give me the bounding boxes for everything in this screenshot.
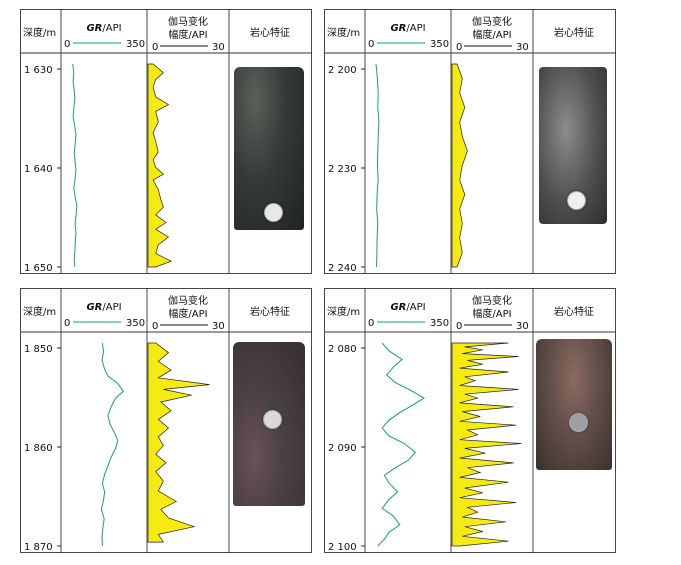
depth-tick-label: 1 860 [24, 443, 53, 454]
gr-header: GR/API [86, 302, 121, 313]
depth-tick-label: 1 850 [24, 344, 53, 355]
gr-scale-min: 0 [64, 39, 70, 50]
gr-header-italic: GR [390, 23, 406, 34]
core-header: 岩心特征 [250, 26, 290, 39]
coin-scale-1 [264, 203, 283, 222]
gamma-scale-max: 30 [212, 321, 225, 332]
gr-scale-max: 350 [126, 39, 145, 50]
gr-scale-max: 350 [430, 318, 449, 329]
log-panel-3: 深度/m GR/API 伽马变化 幅度/API 岩心特征 0 350 0 30 1 850 1 86… [20, 288, 312, 553]
depth-header: 深度/m [23, 26, 56, 39]
table-border [20, 288, 312, 553]
gamma-area [451, 63, 468, 268]
gr-scale-max: 350 [126, 318, 145, 329]
gamma-header-line2: 幅度/API [472, 307, 511, 320]
depth-tick-label: 2 200 [328, 65, 357, 76]
table-border [324, 288, 616, 553]
gamma-header-line2: 幅度/API [472, 28, 511, 41]
depth-tick-label: 1 650 [24, 263, 53, 274]
gr-scale-min: 0 [368, 39, 374, 50]
table-grid [20, 9, 312, 274]
gamma-scale-max: 30 [516, 42, 529, 53]
gr-curve [377, 342, 425, 547]
gr-curve [100, 342, 124, 547]
coin-scale-3 [263, 410, 282, 429]
gamma-area [451, 342, 522, 547]
log-panel-2: 深度/m GR/API 伽马变化 幅度/API 岩心特征 0 350 0 30 2 200 2 23… [324, 9, 616, 274]
gr-header: GR/API [390, 302, 425, 313]
core-photo-3 [233, 342, 305, 506]
gamma-scale-max: 30 [516, 321, 529, 332]
gr-header-unit: /API [102, 23, 121, 34]
gamma-scale-min: 0 [456, 321, 462, 332]
depth-tick-label: 1 870 [24, 542, 53, 553]
gamma-scale-max: 30 [212, 42, 225, 53]
gamma-header-line1: 伽马变化 [168, 294, 208, 307]
depth-tick-label: 2 240 [328, 263, 357, 274]
gr-header: GR/API [86, 23, 121, 34]
gamma-header-line2: 幅度/API [168, 307, 207, 320]
gamma-header-line1: 伽马变化 [472, 15, 512, 28]
gr-curve [375, 63, 380, 268]
coin-scale-2 [567, 191, 586, 210]
coin-scale-4 [569, 413, 588, 432]
gamma-header-line1: 伽马变化 [168, 15, 208, 28]
core-header: 岩心特征 [250, 305, 290, 318]
depth-tick-label: 2 080 [328, 344, 357, 355]
depth-header: 深度/m [327, 26, 360, 39]
gamma-scale-min: 0 [152, 321, 158, 332]
table-grid [324, 9, 616, 274]
gr-scale-min: 0 [64, 318, 70, 329]
gamma-area [147, 342, 210, 543]
log-panel-1: 深度/m GR/API 伽马变化 幅度/API 岩心特征 0 350 0 30 1 630 1 64… [20, 9, 312, 274]
depth-tick-label: 2 090 [328, 443, 357, 454]
gr-header-unit: /API [102, 302, 121, 313]
core-header: 岩心特征 [554, 305, 594, 318]
table-border [20, 9, 312, 274]
depth-tick-label: 1 640 [24, 164, 53, 175]
gr-scale-min: 0 [368, 318, 374, 329]
gr-header-unit: /API [406, 302, 425, 313]
gr-header-italic: GR [86, 302, 102, 313]
core-photo-4 [536, 339, 612, 470]
gamma-header-line2: 幅度/API [168, 28, 207, 41]
depth-tick-label: 2 230 [328, 164, 357, 175]
depth-header: 深度/m [23, 305, 56, 318]
gamma-header-line1: 伽马变化 [472, 294, 512, 307]
depth-tick-label: 2 100 [328, 542, 357, 553]
table-grid [324, 288, 616, 553]
gamma-scale-min: 0 [152, 42, 158, 53]
core-photo-1 [234, 67, 304, 230]
depth-header: 深度/m [327, 305, 360, 318]
gamma-scale-min: 0 [456, 42, 462, 53]
core-header: 岩心特征 [554, 26, 594, 39]
depth-tick-label: 1 630 [24, 65, 53, 76]
gr-curve [72, 63, 78, 268]
gamma-area [147, 63, 172, 268]
log-panel-4: 深度/m GR/API 伽马变化 幅度/API 岩心特征 0 350 0 30 2 080 2 09… [324, 288, 616, 553]
gr-scale-max: 350 [430, 39, 449, 50]
gr-header-italic: GR [86, 23, 102, 34]
table-border [324, 9, 616, 274]
gr-header-italic: GR [390, 302, 406, 313]
core-photo-2 [539, 67, 607, 224]
table-grid [20, 288, 312, 553]
gr-header-unit: /API [406, 23, 425, 34]
gr-header: GR/API [390, 23, 425, 34]
